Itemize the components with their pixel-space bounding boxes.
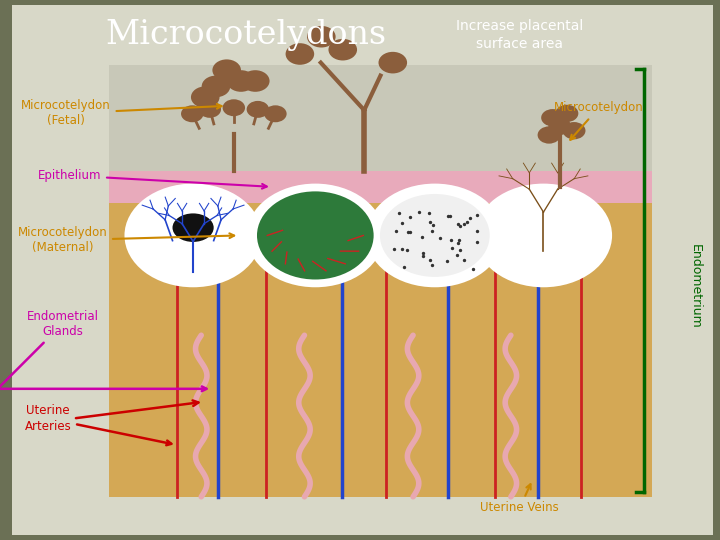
Point: [405, 212, 416, 221]
Point: [425, 255, 436, 264]
Circle shape: [475, 184, 612, 287]
Point: [471, 237, 482, 246]
Circle shape: [555, 105, 578, 122]
Text: Microcotelydon
(Fetal): Microcotelydon (Fetal): [21, 99, 222, 127]
Point: [424, 217, 436, 226]
Point: [434, 234, 446, 242]
Text: Endometrial
Glands: Endometrial Glands: [0, 310, 207, 391]
Bar: [109, 65, 652, 171]
Text: Microcotelydons: Microcotelydons: [105, 19, 387, 51]
Point: [413, 207, 425, 216]
Circle shape: [247, 184, 384, 287]
Circle shape: [199, 101, 221, 118]
Point: [426, 261, 438, 269]
Point: [452, 239, 464, 247]
Point: [426, 227, 438, 236]
Point: [472, 211, 483, 219]
Circle shape: [366, 184, 503, 287]
Point: [441, 257, 452, 266]
Text: Uterine Veins: Uterine Veins: [480, 484, 559, 514]
Point: [396, 219, 408, 227]
Circle shape: [328, 39, 357, 60]
Text: Uterine
Arteries: Uterine Arteries: [24, 404, 171, 445]
Point: [471, 227, 482, 235]
Circle shape: [257, 191, 374, 280]
Point: [418, 249, 429, 258]
Point: [451, 251, 462, 259]
Circle shape: [212, 59, 241, 81]
Circle shape: [286, 43, 314, 65]
Circle shape: [222, 99, 245, 116]
Circle shape: [241, 70, 269, 92]
Circle shape: [562, 122, 585, 139]
Point: [454, 222, 465, 231]
Point: [444, 212, 456, 221]
Ellipse shape: [173, 213, 214, 242]
Point: [461, 218, 472, 226]
Text: Endometrium: Endometrium: [689, 244, 702, 328]
Point: [390, 226, 402, 235]
Circle shape: [541, 109, 564, 126]
Point: [459, 255, 470, 264]
Point: [398, 263, 410, 272]
Point: [458, 220, 469, 228]
Bar: [109, 171, 652, 203]
Circle shape: [181, 105, 204, 122]
Circle shape: [227, 70, 256, 92]
Text: Epithelium: Epithelium: [38, 169, 266, 188]
Point: [416, 233, 428, 242]
Text: Microcotelydon
(Maternal): Microcotelydon (Maternal): [17, 226, 234, 254]
Point: [393, 209, 405, 218]
Point: [452, 220, 464, 228]
Point: [446, 235, 457, 244]
Circle shape: [191, 86, 220, 108]
Circle shape: [549, 118, 571, 135]
Bar: [109, 65, 652, 497]
Bar: [109, 203, 652, 497]
Point: [401, 246, 413, 254]
Point: [427, 220, 438, 229]
Point: [454, 245, 466, 254]
Point: [423, 208, 435, 217]
Point: [402, 227, 413, 236]
Point: [446, 244, 458, 252]
Point: [454, 235, 465, 244]
Circle shape: [202, 76, 230, 97]
Point: [442, 212, 454, 220]
Circle shape: [247, 101, 269, 118]
Text: Microcotelydon: Microcotelydon: [554, 102, 644, 140]
Point: [396, 245, 408, 254]
Circle shape: [125, 184, 261, 287]
Circle shape: [380, 194, 490, 277]
Point: [388, 244, 400, 253]
Circle shape: [538, 126, 560, 144]
Circle shape: [264, 105, 287, 122]
Point: [418, 251, 429, 260]
Circle shape: [307, 26, 336, 48]
Text: Increase placental
surface area: Increase placental surface area: [456, 19, 583, 51]
Point: [405, 227, 416, 236]
Circle shape: [379, 52, 407, 73]
Point: [464, 213, 476, 222]
Point: [467, 264, 479, 273]
